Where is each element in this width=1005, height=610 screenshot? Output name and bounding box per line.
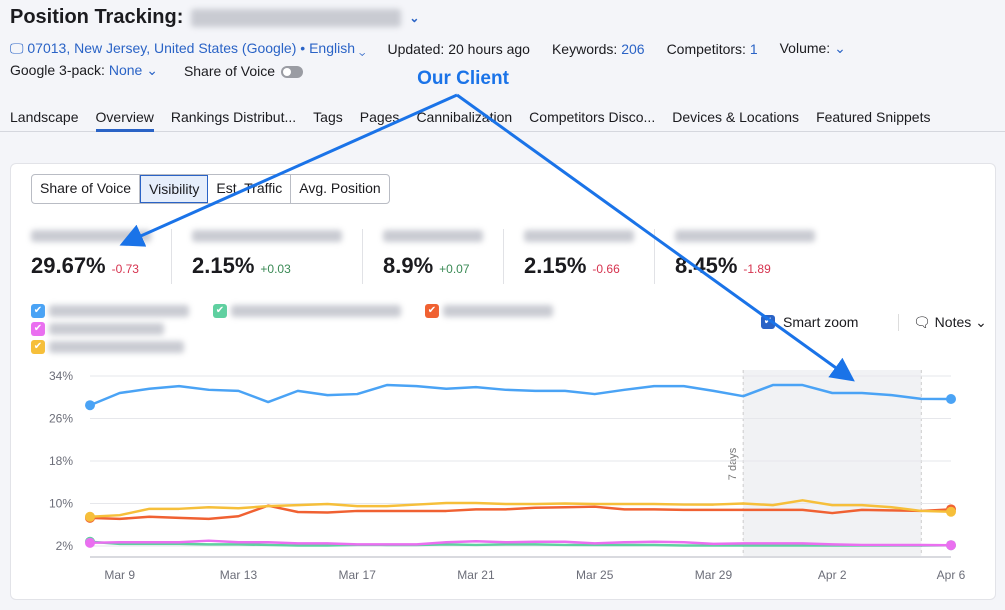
x-tick-label: Mar 17 xyxy=(339,568,377,582)
legend-domain xyxy=(49,305,189,317)
notes-button[interactable]: 🗨 Notes ⌄ xyxy=(898,314,987,331)
sov-toggle[interactable]: Share of Voice xyxy=(184,63,303,79)
chevron-down-icon: ⌄ xyxy=(834,40,846,56)
x-tick-label: Mar 21 xyxy=(457,568,495,582)
checkbox-icon[interactable]: ✔ xyxy=(31,322,45,336)
keywords-info: Keywords: 206 xyxy=(552,41,645,57)
x-tick-label: Mar 9 xyxy=(104,568,135,582)
data-point xyxy=(85,511,95,522)
updated-text: Updated: 20 hours ago xyxy=(387,40,530,57)
x-tick-label: Apr 2 xyxy=(818,568,847,582)
notes-label: Notes xyxy=(934,314,972,330)
data-point xyxy=(946,394,956,405)
checkbox-icon[interactable]: ✔ xyxy=(31,304,45,318)
series-line xyxy=(89,540,952,547)
value-text: 2.15% xyxy=(192,253,255,278)
x-tick-label: Mar 13 xyxy=(220,568,258,582)
competitors-info: Competitors: 1 xyxy=(667,41,758,57)
legend-item[interactable]: ✔ xyxy=(31,322,164,336)
legend-domain xyxy=(231,305,401,317)
g3pack-value: None xyxy=(108,62,143,78)
volume-label: Volume: xyxy=(779,40,831,56)
location-text: 07013, New Jersey, United States (Google… xyxy=(27,40,297,56)
value-text: 8.9% xyxy=(383,253,434,278)
chevron-down-icon: ⌄ xyxy=(975,314,987,330)
note-icon: 🗨 xyxy=(913,314,931,330)
legend-item[interactable]: ✔ xyxy=(213,304,401,318)
page-title: Position Tracking: ⌄ xyxy=(10,6,419,29)
tab-landscape[interactable]: Landscape xyxy=(10,109,79,125)
sov-label: Share of Voice xyxy=(183,62,275,79)
toggle-switch[interactable] xyxy=(281,65,303,78)
chevron-down-icon: ⌄ xyxy=(146,62,158,78)
value-text: 29.67% xyxy=(31,253,106,278)
highlight-region xyxy=(743,370,922,557)
legend-item[interactable]: ✔ xyxy=(31,340,671,354)
keywords-label: Keywords: xyxy=(551,40,618,57)
x-tick-label: Apr 6 xyxy=(937,568,966,582)
series-line xyxy=(89,504,952,521)
data-point xyxy=(946,506,956,517)
series-line xyxy=(89,383,952,407)
data-point xyxy=(946,540,956,551)
y-tick-label: 10% xyxy=(49,497,73,511)
monitor-icon: 🖵 xyxy=(10,40,24,56)
checkbox-icon[interactable]: ✔ xyxy=(425,304,439,318)
delta-text: +0.03 xyxy=(260,262,291,276)
volume-selector[interactable]: Volume: ⌄ xyxy=(780,40,846,57)
g3pack-selector[interactable]: Google 3-pack: None ⌄ xyxy=(10,62,158,79)
data-point xyxy=(85,537,95,548)
y-tick-label: 26% xyxy=(49,412,73,426)
competitors-label: Competitors: xyxy=(666,40,746,57)
g3pack-label: Google 3-pack: xyxy=(10,62,105,78)
legend-domain xyxy=(49,341,184,353)
x-tick-label: Mar 25 xyxy=(576,568,614,582)
data-point xyxy=(85,400,95,411)
checkbox-icon[interactable]: ✔ xyxy=(213,304,227,318)
visibility-value: 29.67% -0.73 xyxy=(31,253,151,279)
y-tick-label: 2% xyxy=(56,539,74,553)
chevron-down-icon: ⌄ xyxy=(358,40,366,56)
legend-domain xyxy=(49,323,164,335)
language-text: English xyxy=(309,40,355,56)
legend-item[interactable]: ✔ xyxy=(31,304,189,318)
highlight-label: 7 days xyxy=(727,447,739,480)
series-line xyxy=(89,499,952,519)
chevron-down-icon[interactable]: ⌄ xyxy=(409,10,420,25)
y-tick-label: 18% xyxy=(49,454,73,468)
location-selector[interactable]: 🖵 07013, New Jersey, United States (Goog… xyxy=(10,40,366,56)
competitors-count[interactable]: 1 xyxy=(749,40,758,57)
chart-legend: ✔ ✔ ✔ ✔ ✔ xyxy=(31,304,671,354)
x-tick-label: Mar 29 xyxy=(695,568,733,582)
checkbox-icon[interactable]: ✔ xyxy=(31,340,45,354)
series-line xyxy=(89,539,952,547)
keywords-count[interactable]: 206 xyxy=(621,40,645,57)
title-text: Position Tracking: xyxy=(10,6,184,28)
project-domain xyxy=(191,8,402,27)
visibility-value: 2.15% +0.03 xyxy=(192,253,342,279)
delta-text: -0.73 xyxy=(111,262,139,276)
y-tick-label: 34% xyxy=(49,369,73,383)
